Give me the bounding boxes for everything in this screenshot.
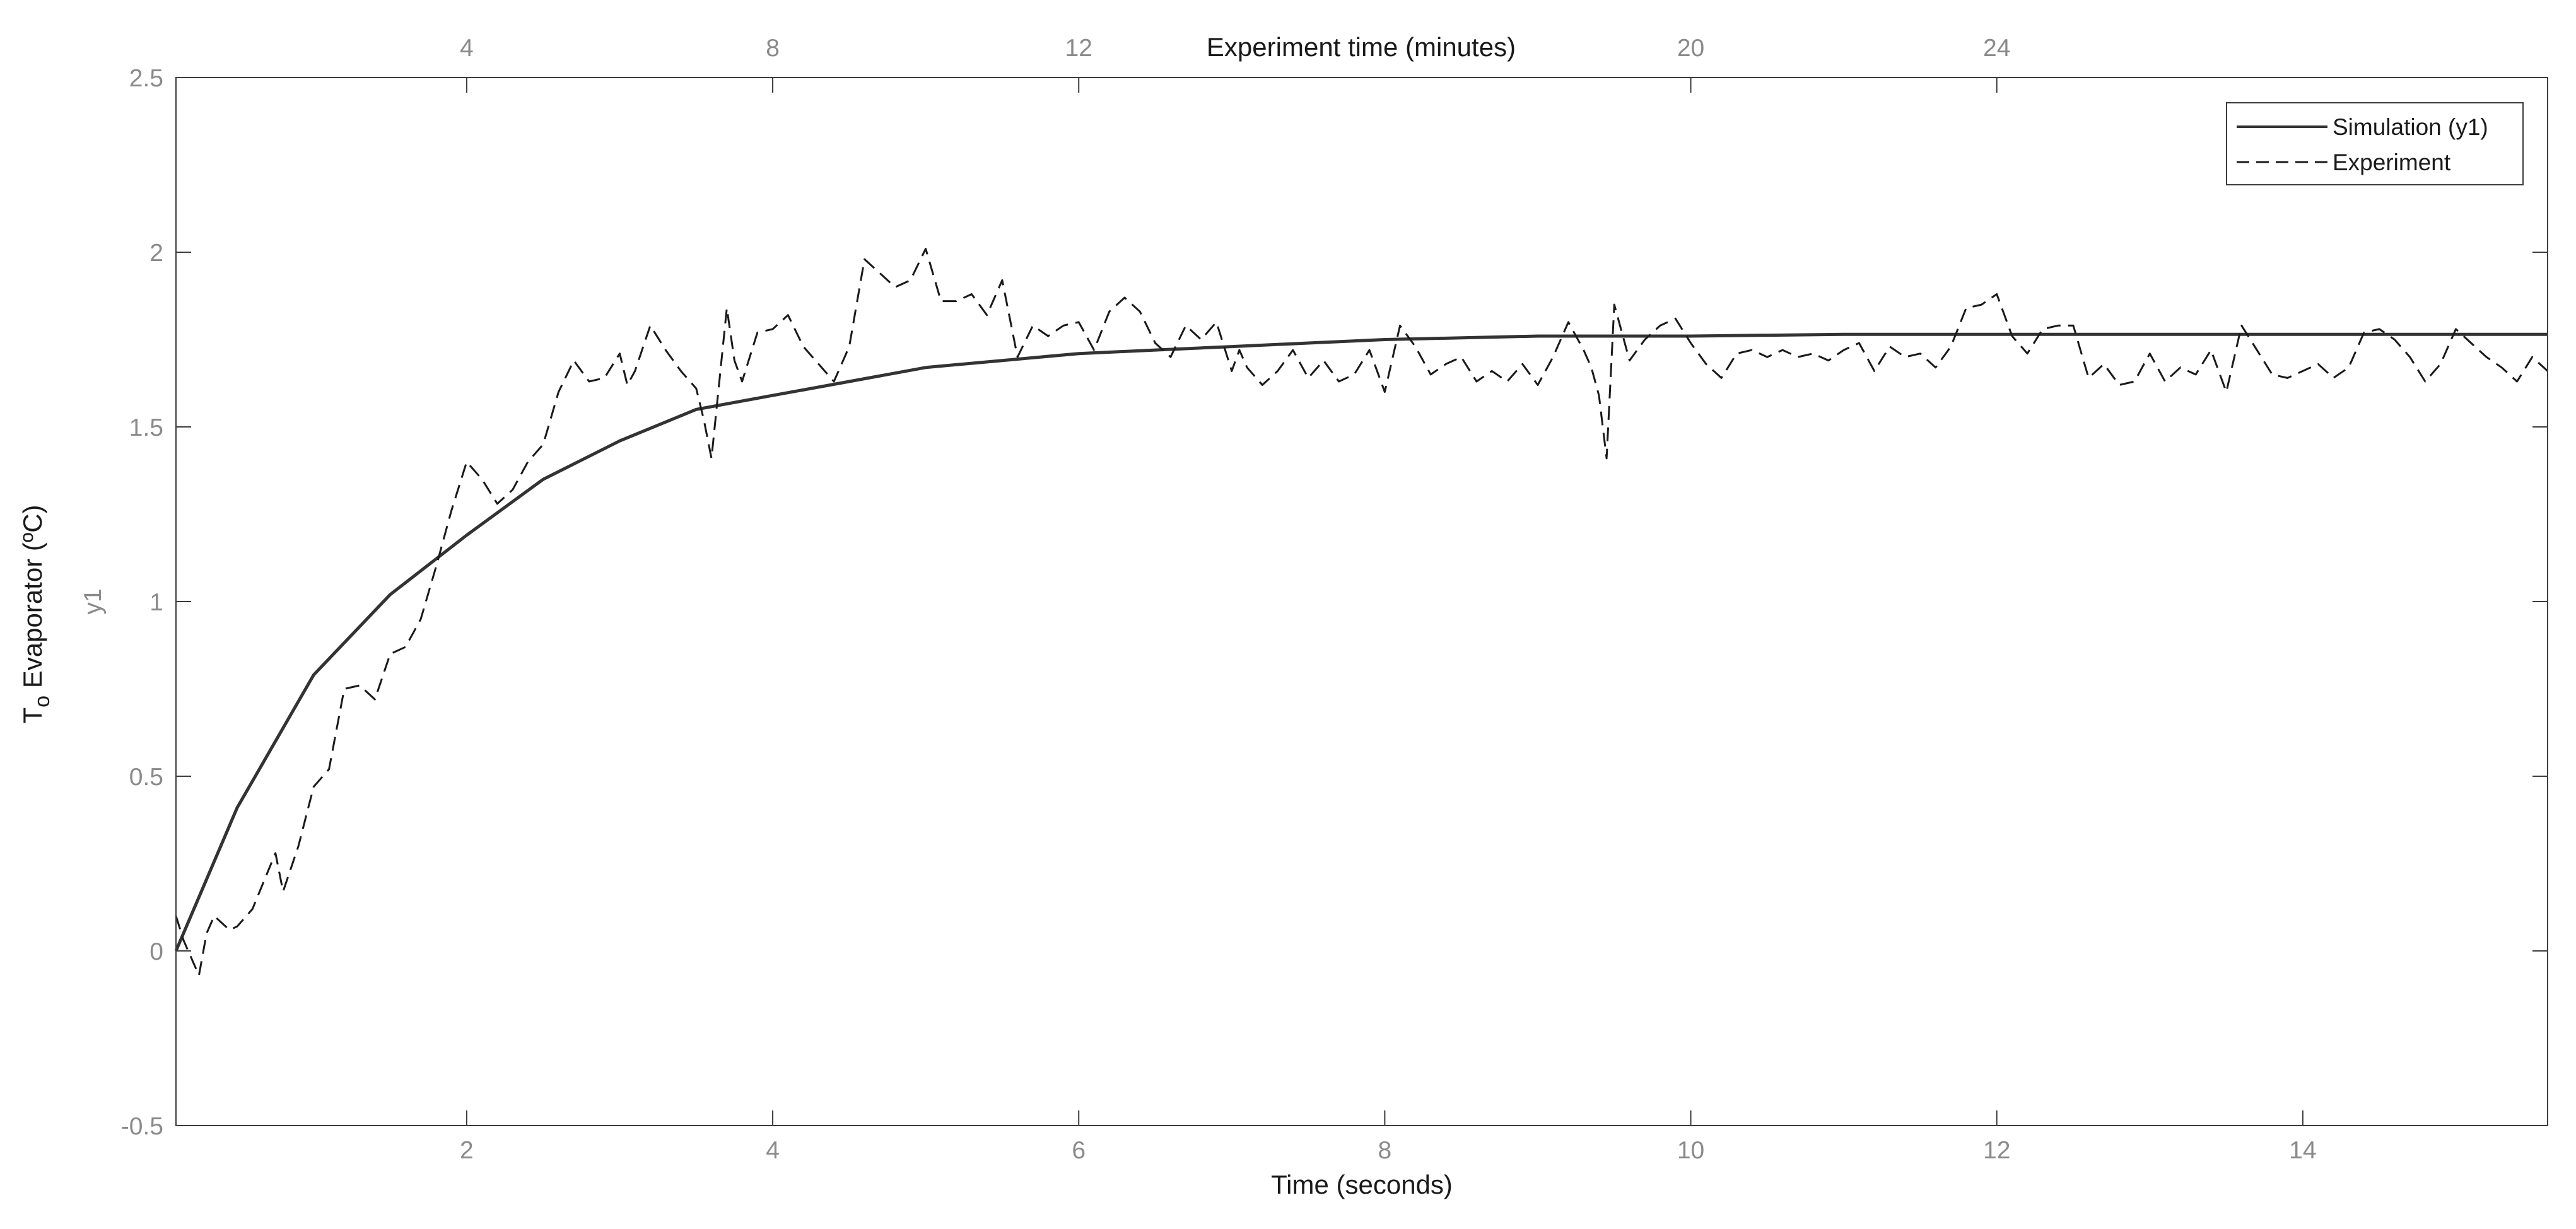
- y-tick-label: 2.5: [129, 65, 163, 92]
- legend: Simulation (y1) Experiment: [2226, 102, 2524, 185]
- series-experiment-line: [175, 248, 2549, 977]
- x-tick-label: 2: [460, 1137, 474, 1164]
- x-tick-label: 6: [1072, 1137, 1086, 1164]
- x2-tick-label: 24: [1983, 35, 2010, 62]
- x2-axis-title: Experiment time (minutes): [1207, 32, 1516, 62]
- series-layer: [174, 248, 2549, 977]
- y-axis-title: To Evaporator (ºC): [18, 504, 54, 723]
- ticks-layer: 2 4 6 8 10 12 144 8 12 20 24-0.500.511.522.5: [121, 35, 2548, 1164]
- legend-box: [2226, 102, 2524, 185]
- y-axis-title-main: T: [18, 708, 47, 724]
- y-tick-label: 2: [149, 240, 163, 267]
- y-tick-label: -0.5: [121, 1113, 163, 1140]
- x-tick-label: 4: [766, 1137, 780, 1164]
- y-tick-label: 1.5: [129, 414, 163, 441]
- y-axis-secondary-title: y1: [79, 588, 107, 614]
- y-tick-label: 0.5: [129, 764, 163, 791]
- y-axis-title-group: To Evaporator (ºC): [18, 504, 54, 723]
- series-simulation-line: [174, 332, 2548, 952]
- x-tick-label: 12: [1983, 1137, 2010, 1164]
- y-axis-title-rest: Evaporator (ºC): [18, 504, 47, 695]
- x-tick-label: 14: [2289, 1137, 2316, 1164]
- legend-label-simulation: Simulation (y1): [2333, 114, 2488, 140]
- y-axis-title-sub: o: [30, 696, 54, 708]
- x2-tick-label: 8: [766, 35, 780, 62]
- x-tick-label: 8: [1378, 1137, 1392, 1164]
- y-tick-label: 1: [149, 589, 163, 616]
- x-axis-title: Time (seconds): [1271, 1170, 1453, 1199]
- x2-tick-label: 4: [460, 35, 474, 62]
- x2-tick-label: 20: [1677, 35, 1704, 62]
- x2-tick-label: 12: [1065, 35, 1092, 62]
- x-tick-label: 10: [1677, 1137, 1704, 1164]
- plot-area-frame: [175, 77, 2548, 1126]
- y-tick-label: 0: [149, 938, 163, 965]
- legend-label-experiment: Experiment: [2333, 149, 2451, 175]
